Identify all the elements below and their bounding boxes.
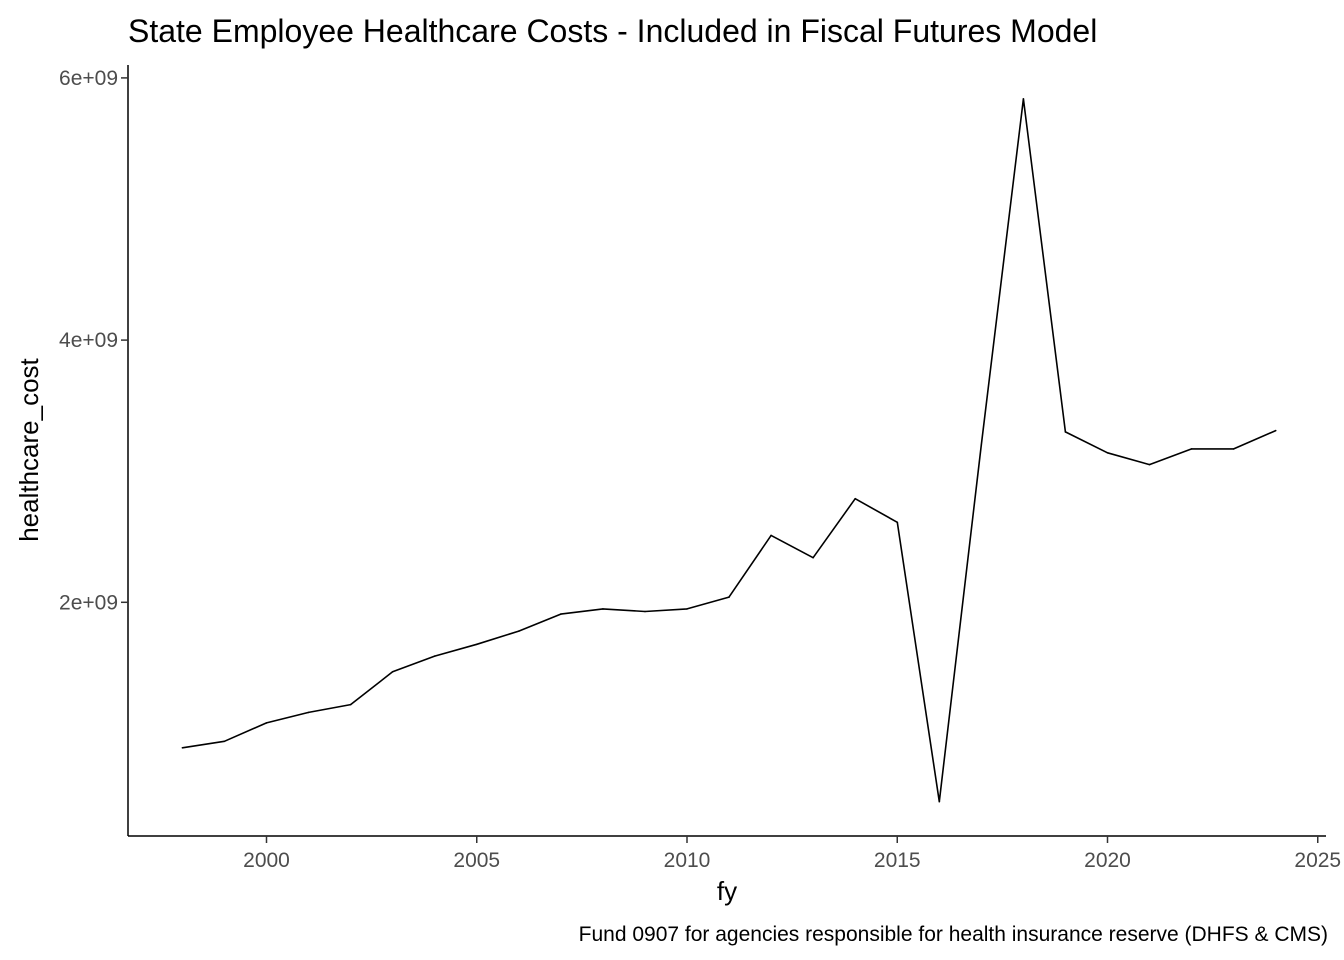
data-point-2020 (1106, 452, 1109, 454)
x-tick-label: 2015 (874, 849, 921, 872)
x-tick-label: 2000 (243, 849, 290, 872)
data-point-2018 (1022, 98, 1025, 100)
data-point-2011 (728, 596, 730, 598)
x-tick-label: 2010 (664, 849, 711, 872)
data-point-2007 (560, 613, 562, 615)
data-point-2013 (812, 556, 814, 559)
data-point-2014 (854, 497, 856, 500)
data-point-2009 (644, 610, 646, 613)
data-point-2006 (518, 630, 520, 632)
chart-title: State Employee Healthcare Costs - Includ… (128, 13, 1097, 49)
x-tick-label: 2005 (453, 849, 500, 872)
data-point-2012 (770, 534, 772, 537)
data-point-2021 (1148, 463, 1151, 466)
x-tick-label: 2025 (1294, 849, 1341, 872)
data-point-2022 (1190, 448, 1193, 450)
data-point-2000 (265, 722, 268, 724)
data-point-2016 (938, 800, 941, 803)
y-tick-label: 6e+09 (59, 67, 118, 90)
series-line (182, 98, 1277, 803)
data-point-2004 (433, 655, 436, 657)
data-point-2015 (896, 521, 899, 524)
data-point-2003 (391, 671, 394, 673)
data-point-2002 (349, 703, 352, 706)
chart-caption: Fund 0907 for agencies responsible for h… (579, 923, 1328, 946)
x-axis-title: fy (717, 876, 737, 906)
axes (127, 65, 1326, 837)
data-point-2023 (1232, 448, 1235, 450)
data-point-1998 (181, 747, 184, 749)
data-point-2017 (980, 444, 983, 446)
x-tick-label: 2020 (1084, 849, 1131, 872)
y-axis-title: healthcare_cost (14, 357, 44, 541)
data-points (181, 98, 1277, 803)
ticks: 2000 2005 2010 2015 2020 2025 2e+09 4e+09 6e+09 (59, 67, 1341, 872)
y-tick-label: 2e+09 (59, 591, 118, 614)
data-point-2001 (307, 711, 310, 714)
data-point-2005 (476, 643, 478, 646)
data-point-2024 (1274, 429, 1277, 432)
data-point-2010 (686, 608, 688, 610)
data-point-2019 (1064, 431, 1067, 433)
y-tick-label: 4e+09 (59, 329, 118, 352)
data-point-1999 (223, 740, 226, 743)
data-point-2008 (602, 608, 604, 610)
